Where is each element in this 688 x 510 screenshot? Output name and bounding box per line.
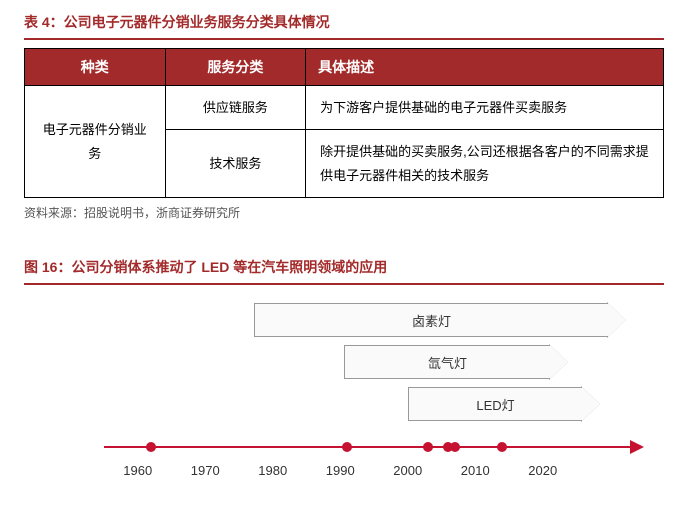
- year-label: 1990: [326, 463, 355, 478]
- timeline-dot: [450, 442, 460, 452]
- timeline-arrow: 卤素灯: [254, 303, 625, 337]
- type-cell: 电子元器件分销业务: [25, 86, 166, 198]
- desc-cell: 除开提供基础的买卖服务,公司还根据各客户的不同需求提供电子元器件相关的技术服务: [306, 130, 664, 198]
- year-label: 1970: [191, 463, 220, 478]
- table-header-cell: 种类: [25, 49, 166, 86]
- service-cell: 技术服务: [165, 130, 306, 198]
- year-label: 2020: [528, 463, 557, 478]
- service-table: 种类服务分类具体描述 电子元器件分销业务供应链服务为下游客户提供基础的电子元器件…: [24, 48, 664, 198]
- year-label: 1980: [258, 463, 287, 478]
- timeline-dot: [423, 442, 433, 452]
- arrow-head-icon: [550, 345, 568, 379]
- service-cell: 供应链服务: [165, 86, 306, 130]
- table-title: 表 4：公司电子元器件分销业务服务分类具体情况: [24, 12, 664, 40]
- desc-cell: 为下游客户提供基础的电子元器件买卖服务: [306, 86, 664, 130]
- year-labels: 1960 1970 1980 1990 2000 2010 2020: [104, 463, 644, 483]
- table-header-cell: 具体描述: [306, 49, 664, 86]
- arrow-head-icon: [608, 303, 626, 337]
- timeline-dot: [342, 442, 352, 452]
- year-label: 2010: [461, 463, 490, 478]
- arrow-label: LED灯: [408, 387, 582, 421]
- table-row: 电子元器件分销业务供应链服务为下游客户提供基础的电子元器件买卖服务: [25, 86, 664, 130]
- arrow-label: 氙气灯: [344, 345, 550, 379]
- timeline-arrow: LED灯: [408, 387, 600, 421]
- year-label: 1960: [123, 463, 152, 478]
- timeline-dot: [146, 442, 156, 452]
- table-header-cell: 服务分类: [165, 49, 306, 86]
- table-source: 资料来源：招股说明书，浙商证券研究所: [24, 204, 664, 221]
- figure-title: 图 16：公司分销体系推动了 LED 等在汽车照明领域的应用: [24, 257, 664, 285]
- arrow-label: 卤素灯: [254, 303, 607, 337]
- timeline-diagram: 卤素灯氙气灯 LED灯 1960 1970 1980 1990 2000 2010 2020: [24, 303, 664, 503]
- year-label: 2000: [393, 463, 422, 478]
- timeline-dot: [497, 442, 507, 452]
- timeline-arrow: 氙气灯: [344, 345, 568, 379]
- arrow-head-icon: [582, 387, 600, 421]
